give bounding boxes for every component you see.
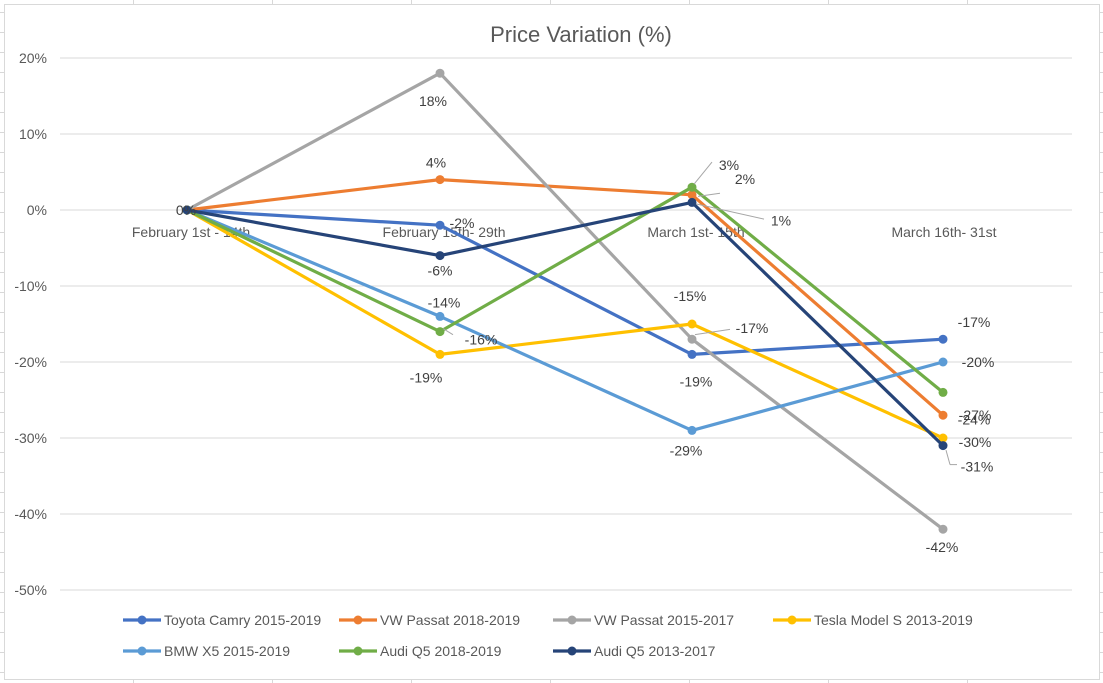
data-label: -30% xyxy=(959,434,992,450)
data-point[interactable] xyxy=(687,182,697,192)
data-point[interactable] xyxy=(938,334,948,344)
data-point[interactable] xyxy=(435,220,445,230)
data-point[interactable] xyxy=(938,524,948,534)
series-line[interactable] xyxy=(185,71,945,531)
series-line[interactable] xyxy=(185,185,945,394)
legend-swatch-marker xyxy=(353,646,363,656)
data-label: 2% xyxy=(735,171,755,187)
leader-line xyxy=(945,450,951,465)
data-label: -19% xyxy=(410,369,443,385)
data-point[interactable] xyxy=(687,334,697,344)
legend-item[interactable]: Audi Q5 2018-2019 xyxy=(339,643,502,659)
leader-line xyxy=(697,192,721,197)
data-point[interactable] xyxy=(435,327,445,337)
legend-item[interactable]: Toyota Camry 2015-2019 xyxy=(123,612,321,628)
y-tick-label: -40% xyxy=(14,506,47,522)
data-label: -27% xyxy=(959,407,992,423)
y-tick-label: -20% xyxy=(14,354,47,370)
legend-item[interactable]: VW Passat 2015-2017 xyxy=(553,612,734,628)
legend-item[interactable]: VW Passat 2018-2019 xyxy=(339,612,520,628)
data-point[interactable] xyxy=(687,190,697,200)
legend-label: VW Passat 2018-2019 xyxy=(380,612,520,628)
data-point[interactable] xyxy=(435,251,445,261)
y-tick-label: -30% xyxy=(14,430,47,446)
data-label: 4% xyxy=(426,155,446,171)
data-point[interactable] xyxy=(435,68,445,78)
data-point[interactable] xyxy=(938,387,948,397)
series-line[interactable] xyxy=(185,178,945,417)
y-tick-label: 20% xyxy=(19,50,47,66)
y-tick-label: 0% xyxy=(27,202,47,218)
y-tick-label: -10% xyxy=(14,278,47,294)
data-label: -20% xyxy=(962,354,995,370)
y-tick-label: 10% xyxy=(19,126,47,142)
y-tick-label: -50% xyxy=(14,582,47,598)
legend-label: Tesla Model S 2013-2019 xyxy=(814,612,973,628)
data-label: -16% xyxy=(465,332,498,348)
data-label: -29% xyxy=(670,442,703,458)
legend-label: Audi Q5 2013-2017 xyxy=(594,643,716,659)
series-line[interactable] xyxy=(185,200,945,448)
legend-label: Audi Q5 2018-2019 xyxy=(380,643,502,659)
legend-item[interactable]: Audi Q5 2013-2017 xyxy=(553,643,716,659)
leader-line xyxy=(694,328,731,336)
legend-swatch-marker xyxy=(353,615,363,625)
leader-line xyxy=(695,203,765,220)
leader-line xyxy=(693,161,713,185)
data-label: -15% xyxy=(674,288,707,304)
data-label: -17% xyxy=(958,314,991,330)
data-point[interactable] xyxy=(182,205,192,215)
data-label: 1% xyxy=(771,212,791,228)
data-label: -14% xyxy=(428,294,461,310)
data-point[interactable] xyxy=(687,197,697,207)
data-point[interactable] xyxy=(938,357,948,367)
legend-item[interactable]: Tesla Model S 2013-2019 xyxy=(773,612,973,628)
series-line[interactable] xyxy=(185,208,945,440)
legend-swatch-marker xyxy=(567,646,577,656)
data-point[interactable] xyxy=(687,319,697,329)
legend-label: Toyota Camry 2015-2019 xyxy=(164,612,321,628)
data-label: -42% xyxy=(926,539,959,555)
legend-label: BMW X5 2015-2019 xyxy=(164,643,290,659)
legend-swatch-marker xyxy=(787,615,797,625)
x-category-label: March 16th- 31st xyxy=(891,224,996,240)
data-point[interactable] xyxy=(435,175,445,185)
data-point[interactable] xyxy=(938,410,948,420)
data-label: -17% xyxy=(736,320,769,336)
legend-swatch-marker xyxy=(137,615,147,625)
data-point[interactable] xyxy=(435,311,445,321)
legend-swatch-marker xyxy=(567,615,577,625)
leader-line xyxy=(442,328,454,336)
data-label: -19% xyxy=(680,373,713,389)
x-category-label: February 15th- 29th xyxy=(383,224,506,240)
legend-swatch-marker xyxy=(137,646,147,656)
series-line[interactable] xyxy=(185,208,945,432)
series-line[interactable] xyxy=(185,208,945,356)
data-label: 3% xyxy=(719,157,739,173)
data-point[interactable] xyxy=(938,433,948,443)
data-point[interactable] xyxy=(687,349,697,359)
legend-item[interactable]: BMW X5 2015-2019 xyxy=(123,643,290,659)
data-label: -31% xyxy=(961,459,994,475)
data-label: 0% xyxy=(176,202,196,218)
legend-label: VW Passat 2015-2017 xyxy=(594,612,734,628)
data-label: -24% xyxy=(958,411,991,427)
data-label: 18% xyxy=(419,93,447,109)
data-label: -6% xyxy=(428,263,453,279)
data-label: -2% xyxy=(450,215,475,231)
data-point[interactable] xyxy=(687,425,697,435)
data-point[interactable] xyxy=(435,349,445,359)
chart-title: Price Variation (%) xyxy=(490,22,672,47)
data-point[interactable] xyxy=(938,441,948,451)
